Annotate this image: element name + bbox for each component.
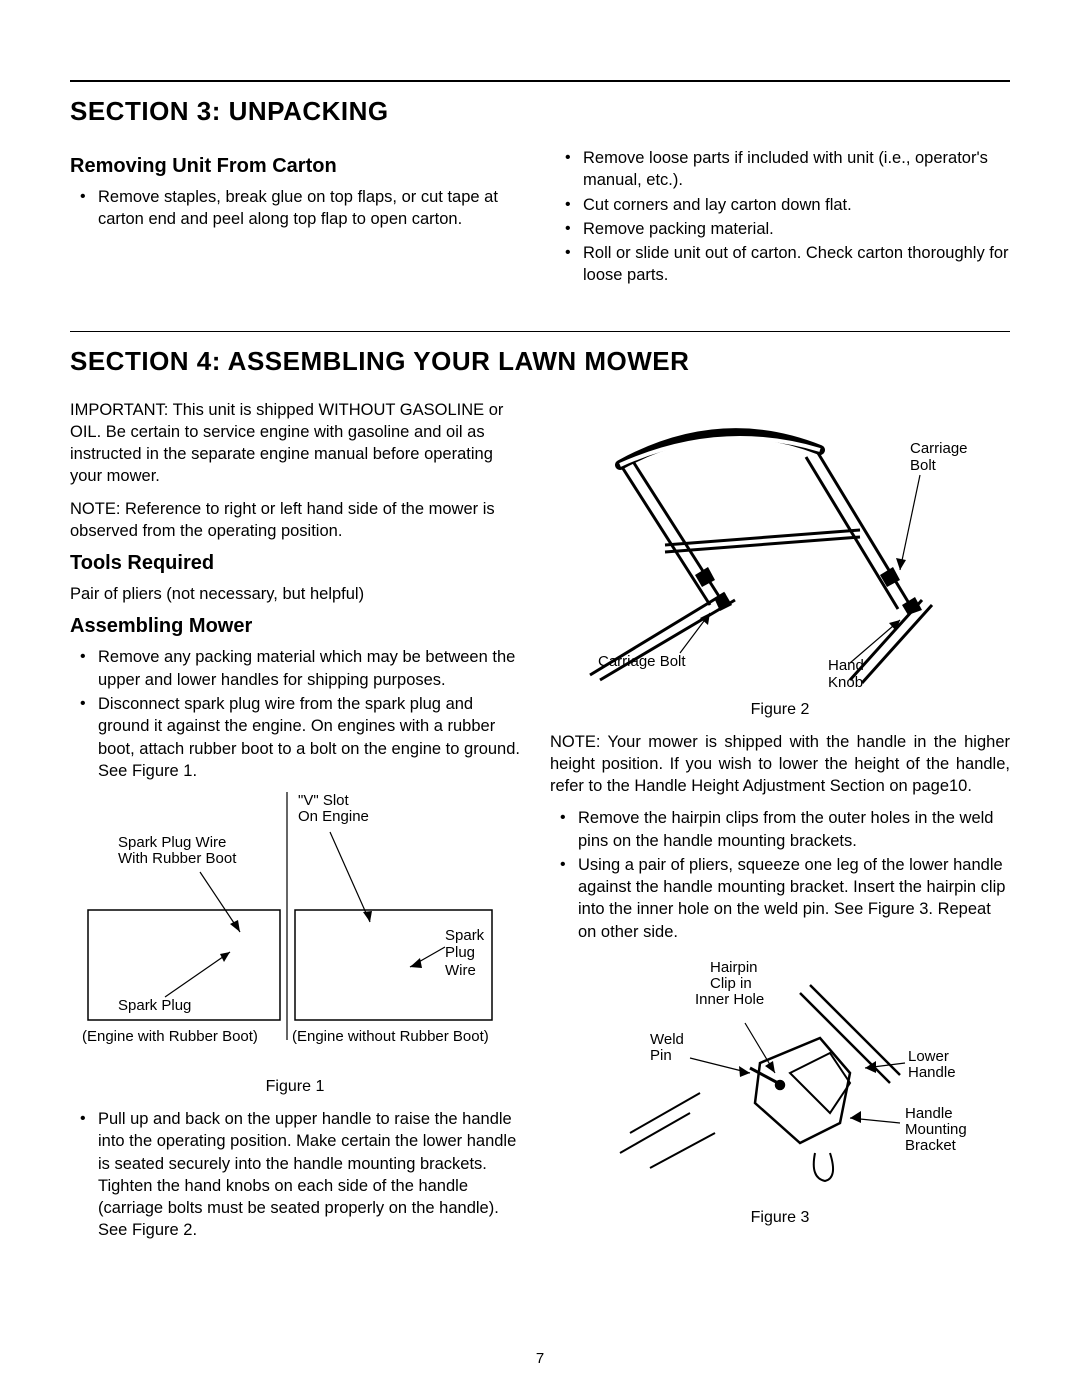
section3-left-list: Remove staples, break glue on top flaps,…: [70, 186, 525, 231]
section3-right-list: Remove loose parts if included with unit…: [555, 147, 1010, 287]
fig3-label-lower1: Lower: [908, 1048, 949, 1065]
fig3-label-hmb3: Bracket: [905, 1137, 956, 1154]
assembling-list-a: Remove any packing material which may be…: [70, 646, 520, 782]
fig3-label-hairpin2: Clip in: [710, 975, 752, 992]
divider: [70, 331, 1010, 332]
tools-text: Pair of pliers (not necessary, but helpf…: [70, 583, 520, 605]
fig3-label-hairpin3: Inner Hole: [695, 991, 764, 1008]
fig1-label-vslot2: On Engine: [298, 808, 369, 825]
fig1-label-sparkplug: Spark Plug: [118, 997, 191, 1014]
divider: [70, 80, 1010, 82]
fig2-label-handknob: Hand Knob: [828, 657, 878, 692]
list-item: Remove packing material.: [555, 218, 1010, 240]
fig1-label-spw: Spark Plug Wire: [445, 927, 495, 979]
section3-left: Removing Unit From Carton Remove staples…: [70, 145, 525, 295]
section4-columns: IMPORTANT: This unit is shipped WITHOUT …: [70, 395, 1010, 1250]
figure-1-caption: Figure 1: [70, 1078, 520, 1096]
section4-title: SECTION 4: ASSEMBLING YOUR LAWN MOWER: [70, 346, 1010, 377]
fig1-label-spwire2: With Rubber Boot: [118, 850, 236, 867]
list-item: Using a pair of pliers, squeeze one leg …: [550, 854, 1010, 943]
figure-1: "V" Slot On Engine Spark Plug Wire With …: [70, 792, 520, 1072]
assembling-mower-heading: Assembling Mower: [70, 615, 520, 638]
section3-right: Remove loose parts if included with unit…: [555, 145, 1010, 295]
list-item: Remove the hairpin clips from the outer …: [550, 807, 1010, 852]
list-item: Cut corners and lay carton down flat.: [555, 194, 1010, 216]
figure-3: Hairpin Clip in Inner Hole Weld Pin Lowe…: [550, 953, 1010, 1203]
fig1-label-spwire1: Spark Plug Wire: [118, 834, 226, 851]
assembling-list-c: Remove the hairpin clips from the outer …: [550, 807, 1010, 943]
fig3-label-hairpin1: Hairpin: [710, 959, 758, 976]
fig3-label-lower2: Handle: [908, 1064, 956, 1081]
note1-text: NOTE: Reference to right or left hand si…: [70, 498, 520, 543]
section4-left: IMPORTANT: This unit is shipped WITHOUT …: [70, 395, 520, 1250]
fig2-label-cb-top: Carriage Bolt: [910, 440, 980, 475]
list-item: Pull up and back on the upper handle to …: [70, 1108, 520, 1242]
page-number: 7: [0, 1350, 1080, 1367]
figure-2: Carriage Bolt Carriage Bolt Hand Knob: [550, 405, 1010, 695]
list-item: Disconnect spark plug wire from the spar…: [70, 693, 520, 782]
removing-unit-heading: Removing Unit From Carton: [70, 155, 525, 178]
fig2-label-cb-left: Carriage Bolt: [598, 653, 686, 670]
fig1-label-vslot1: "V" Slot: [298, 792, 349, 809]
fig3-label-hmb2: Mounting: [905, 1121, 967, 1138]
fig3-label-weld1: Weld: [650, 1031, 684, 1048]
fig3-label-weld2: Pin: [650, 1047, 672, 1064]
section3-columns: Removing Unit From Carton Remove staples…: [70, 145, 1010, 295]
fig3-label-hmb1: Handle: [905, 1105, 953, 1122]
fig1-cap-right: (Engine without Rubber Boot): [292, 1028, 489, 1045]
section4-right: Carriage Bolt Carriage Bolt Hand Knob Fi…: [550, 395, 1010, 1250]
list-item: Remove any packing material which may be…: [70, 646, 520, 691]
fig1-cap-left: (Engine with Rubber Boot): [82, 1028, 258, 1045]
figure-2-caption: Figure 2: [550, 701, 1010, 719]
list-item: Remove staples, break glue on top flaps,…: [70, 186, 525, 231]
note2-text: NOTE: Your mower is shipped with the han…: [550, 731, 1010, 798]
tools-required-heading: Tools Required: [70, 552, 520, 575]
list-item: Roll or slide unit out of carton. Check …: [555, 242, 1010, 287]
section3-title: SECTION 3: UNPACKING: [70, 96, 1010, 127]
assembling-list-b: Pull up and back on the upper handle to …: [70, 1108, 520, 1242]
important-text: IMPORTANT: This unit is shipped WITHOUT …: [70, 399, 520, 488]
figure-3-caption: Figure 3: [550, 1209, 1010, 1227]
list-item: Remove loose parts if included with unit…: [555, 147, 1010, 192]
